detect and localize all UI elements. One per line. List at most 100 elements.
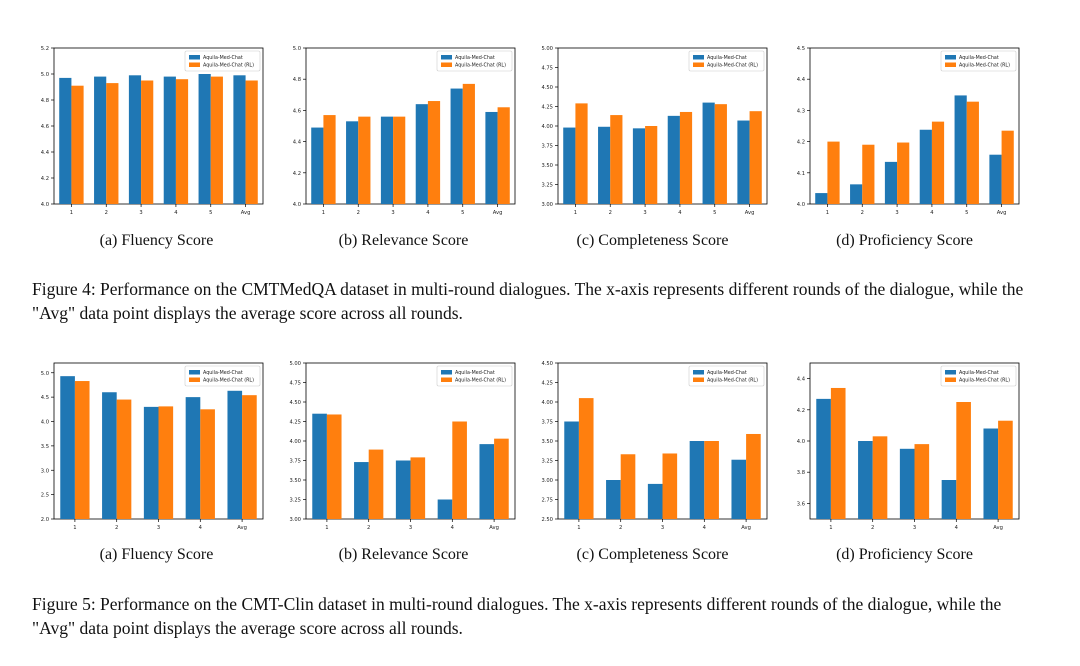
bar-aquila-med-chat-3 — [128, 75, 142, 204]
x-tick-label: 5 — [461, 210, 464, 216]
bar-aquila-med-chat-1 — [311, 127, 324, 204]
x-tick-label: 4 — [174, 210, 178, 216]
y-tick-label: 4.1 — [797, 171, 805, 177]
y-tick-label: 4.50 — [541, 361, 553, 367]
x-tick-label: Avg — [997, 210, 1007, 216]
bar-aquila-med-chat-1 — [59, 77, 72, 204]
x-tick-label: 1 — [73, 525, 76, 531]
bar-aquila-med-chat-rl-1 — [575, 103, 588, 204]
y-tick-label: 5.0 — [41, 371, 49, 377]
bar-aquila-med-chat-5 — [954, 95, 967, 204]
legend-swatch — [189, 370, 200, 375]
x-tick-label: 4 — [703, 525, 707, 531]
y-tick-label: 2.0 — [41, 517, 49, 523]
bar-aquila-med-chat-1 — [60, 376, 75, 519]
bar-aquila-med-chat-rl-1 — [71, 85, 84, 204]
y-tick-label: 3.00 — [289, 517, 301, 523]
legend-label: Aquila-Med-Chat — [959, 370, 999, 376]
bar-aquila-med-chat-2 — [94, 76, 107, 204]
y-tick-label: 5.00 — [541, 46, 553, 52]
y-tick-label: 3.50 — [541, 163, 553, 169]
bar-aquila-med-chat-4 — [919, 129, 932, 204]
bar-aquila-med-chat-rl-3 — [645, 126, 658, 204]
x-tick-label: 4 — [426, 210, 430, 216]
y-tick-label: 4.75 — [289, 381, 301, 387]
x-tick-label: 1 — [70, 210, 73, 216]
legend-box — [184, 50, 261, 72]
legend-label: Aquila-Med-Chat — [959, 55, 999, 61]
figure4-caption: Figure 4: Performance on the CMTMedQA da… — [32, 279, 1024, 323]
x-tick-label: 3 — [661, 525, 664, 531]
y-tick-label: 4.8 — [293, 77, 301, 83]
y-tick-label: 2.75 — [541, 498, 553, 504]
bar-aquila-med-chat-2 — [102, 392, 117, 519]
bar-aquila-med-chat-rl-3 — [158, 406, 174, 519]
bar-aquila-med-chat-avg — [233, 75, 246, 204]
y-tick-label: 3.25 — [541, 459, 553, 465]
bar-aquila-med-chat-rl-2 — [106, 83, 119, 204]
x-tick-label: 1 — [826, 210, 829, 216]
legend-swatch — [693, 377, 704, 382]
plot-frame — [809, 47, 1020, 205]
x-tick-label: 4 — [678, 210, 682, 216]
y-tick-label: 4.0 — [293, 202, 301, 208]
fig4-subcaption-a: (a) Fluency Score — [99, 232, 214, 249]
legend-swatch — [945, 55, 956, 60]
bar-aquila-med-chat-2 — [606, 480, 621, 519]
bar-aquila-med-chat-rl-2 — [116, 399, 132, 519]
x-tick-label: 4 — [199, 525, 203, 531]
bar-aquila-med-chat-rl-1 — [830, 387, 846, 519]
x-tick-label: 3 — [139, 210, 142, 216]
legend-swatch — [441, 370, 452, 375]
bar-aquila-med-chat-rl-3 — [393, 116, 406, 204]
bar-aquila-med-chat-rl-4 — [427, 101, 441, 204]
bar-aquila-med-chat-rl-3 — [914, 444, 930, 519]
x-tick-label: 5 — [713, 210, 716, 216]
plot-frame — [305, 47, 516, 205]
y-tick-label: 5.0 — [41, 72, 49, 78]
bar-aquila-med-chat-rl-2 — [368, 449, 384, 519]
x-tick-label: 2 — [105, 210, 108, 216]
bar-aquila-med-chat-rl-3 — [662, 453, 678, 519]
legend-label: Aquila-Med-Chat — [707, 55, 747, 61]
y-tick-label: 4.0 — [41, 420, 49, 426]
bar-aquila-med-chat-rl-1 — [326, 414, 342, 519]
bar-aquila-med-chat-rl-avg — [749, 111, 762, 204]
bar-aquila-med-chat-rl-2 — [872, 436, 888, 519]
bar-aquila-med-chat-2 — [858, 441, 873, 519]
bar-aquila-med-chat-rl-1 — [827, 141, 840, 204]
bar-aquila-med-chat-3 — [143, 406, 159, 519]
legend-swatch — [441, 62, 452, 67]
y-tick-label: 4.6 — [293, 108, 301, 114]
y-tick-label: 4.50 — [541, 85, 553, 91]
x-tick-label: Avg — [993, 525, 1003, 531]
legend-box — [940, 365, 1017, 387]
legend-swatch — [189, 55, 200, 60]
x-tick-label: Avg — [241, 210, 251, 216]
bar-aquila-med-chat-2 — [850, 184, 863, 204]
bar-aquila-med-chat-rl-4 — [452, 421, 467, 519]
y-tick-label: 4.8 — [41, 98, 49, 104]
legend-box — [436, 365, 513, 387]
y-tick-label: 4.4 — [797, 377, 806, 383]
bar-aquila-med-chat-rl-5 — [462, 83, 475, 204]
bar-aquila-med-chat-4 — [689, 441, 705, 519]
bar-aquila-med-chat-4 — [185, 397, 201, 519]
bar-aquila-med-chat-rl-4 — [175, 79, 189, 204]
bar-aquila-med-chat-4 — [163, 76, 176, 204]
y-tick-label: 4.75 — [541, 66, 553, 72]
legend-label: Aquila-Med-Chat — [455, 370, 495, 376]
x-tick-label: Avg — [489, 525, 499, 531]
x-tick-label: 2 — [115, 525, 118, 531]
y-tick-label: 4.50 — [289, 400, 301, 406]
legend-label: Aquila-Med-Chat (RL) — [455, 63, 506, 69]
x-tick-label: Avg — [493, 210, 503, 216]
bar-aquila-med-chat-rl-1 — [74, 381, 90, 519]
y-tick-label: 3.6 — [797, 501, 805, 507]
bar-aquila-med-chat-avg — [737, 120, 750, 204]
bar-aquila-med-chat-rl-avg — [497, 107, 510, 204]
legend-label: Aquila-Med-Chat (RL) — [707, 63, 758, 69]
bar-aquila-med-chat-rl-avg — [245, 80, 258, 204]
legend-label: Aquila-Med-Chat (RL) — [959, 378, 1010, 384]
bar-aquila-med-chat-rl-avg — [1001, 130, 1014, 204]
